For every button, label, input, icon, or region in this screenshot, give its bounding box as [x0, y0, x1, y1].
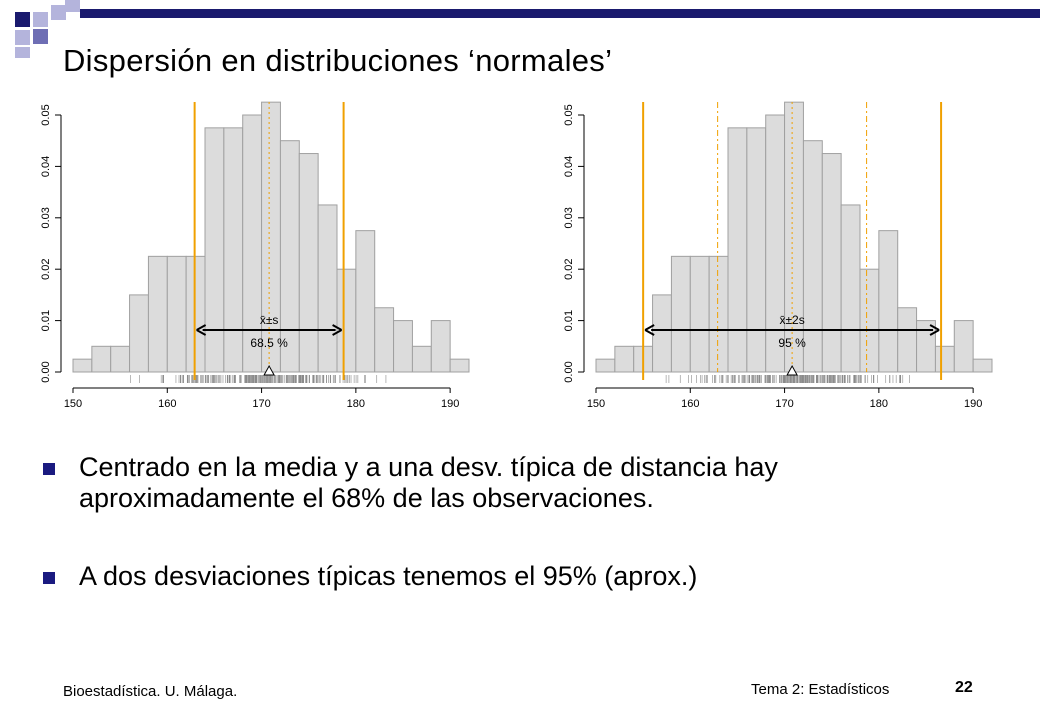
logo-square-dark	[15, 12, 30, 27]
x-tick-label: 170	[775, 398, 793, 410]
x-tick-label: 150	[64, 398, 82, 410]
logo-square-light	[15, 30, 30, 45]
histogram-bar	[784, 101, 804, 373]
logo-square-mid	[33, 29, 48, 44]
histogram-bar	[355, 230, 376, 373]
histogram-bar	[242, 114, 263, 373]
mean-triangle-icon	[263, 364, 275, 376]
histogram-bar	[223, 127, 244, 373]
histogram-bar	[261, 101, 281, 373]
histogram-bar	[859, 268, 880, 373]
y-tick-label: 0.04	[563, 156, 575, 177]
y-tick-label: 0.02	[563, 258, 575, 279]
bullet-list: Centrado en la media y a una desv. típic…	[40, 452, 1000, 592]
histogram-bar	[147, 255, 168, 373]
logo-square-light	[15, 47, 30, 58]
x-tick-label: 160	[681, 398, 699, 410]
histogram-bar	[411, 345, 432, 373]
footer-topic: Tema 2: Estadísticos	[751, 681, 890, 698]
histogram-bar	[652, 294, 672, 373]
histogram-bar	[727, 127, 748, 373]
x-tick-label: 170	[252, 398, 270, 410]
bullet-item: Centrado en la media y a una desv. típic…	[40, 452, 1000, 514]
range-percentage: 95 %	[778, 336, 806, 350]
arrow-head-right-icon	[332, 324, 343, 336]
histogram-bar	[91, 345, 112, 373]
histogram-bar	[129, 294, 149, 373]
histogram-bar	[449, 358, 470, 373]
histogram-bar	[110, 345, 131, 373]
histogram-bar	[953, 320, 974, 373]
histogram-bar	[72, 358, 93, 373]
histogram-bar	[972, 358, 993, 373]
histogram-bar	[204, 127, 225, 373]
square-bullet-icon	[43, 463, 55, 475]
bullet-text: Centrado en la media y a una desv. típic…	[79, 452, 778, 513]
range-label: x̄±2s	[779, 313, 804, 327]
histogram-bar	[298, 153, 319, 373]
histogram-bar	[689, 255, 710, 373]
footer-institution: Bioestadística. U. Málaga.	[63, 683, 238, 700]
x-tick-label: 150	[587, 398, 605, 410]
y-tick-label: 0.04	[40, 156, 52, 177]
histogram-bar	[430, 320, 451, 373]
x-tick-label: 190	[441, 398, 459, 410]
histogram-bar	[765, 114, 786, 373]
x-tick-label: 160	[158, 398, 176, 410]
histogram-bar	[670, 255, 691, 373]
y-tick-label: 0.00	[40, 361, 52, 382]
y-tick-label: 0.03	[40, 207, 52, 228]
header-gradient-bar	[80, 9, 1040, 18]
histogram-bar	[802, 140, 823, 373]
x-tick-label: 180	[870, 398, 888, 410]
y-tick-label: 0.02	[40, 258, 52, 279]
arrow-head-left-icon	[196, 324, 207, 336]
histogram-bar	[746, 127, 767, 373]
x-tick-label: 180	[347, 398, 365, 410]
histogram-bar	[614, 345, 635, 373]
bullet-item: A dos desviaciones típicas tenemos el 95…	[40, 561, 1000, 592]
histogram-bar	[840, 204, 861, 373]
histogram-bar	[916, 320, 936, 373]
range-percentage: 68.5 %	[250, 336, 288, 350]
y-tick-label: 0.05	[40, 104, 52, 125]
histogram-bar	[821, 153, 842, 373]
histogram-bar	[595, 358, 616, 373]
logo-square-light	[51, 5, 66, 20]
histogram-one-sd: 0.00 0.01 0.02 0.03 0.04 0.05 150 160 170 180 190 x…	[20, 100, 480, 415]
histogram-svg: 0.00 0.01 0.02 0.03 0.04 0.05 150 160 170 180 190 x…	[563, 101, 993, 410]
y-tick-label: 0.00	[563, 361, 575, 382]
bullet-text: A dos desviaciones típicas tenemos el 95…	[79, 561, 698, 591]
histogram-bar	[897, 307, 918, 373]
logo-square-light	[65, 0, 80, 12]
y-tick-label: 0.05	[563, 104, 575, 125]
histogram-bar	[878, 230, 899, 373]
page-title: Dispersión en distribuciones ‘normales’	[63, 43, 613, 78]
histogram-two-sd: 0.00 0.01 0.02 0.03 0.04 0.05 150 160 170 180 190 x…	[543, 100, 1003, 415]
x-tick-label: 190	[964, 398, 982, 410]
arrow-head-left-icon	[644, 324, 655, 336]
histogram-bar	[166, 255, 187, 373]
logo-square-light	[33, 12, 48, 27]
slide-logo	[15, 0, 1040, 58]
page-number: 22	[955, 679, 973, 696]
arrow-head-right-icon	[929, 324, 940, 336]
histogram-bar	[317, 204, 338, 373]
histogram-bar	[393, 320, 413, 373]
histogram-bar	[708, 255, 729, 373]
y-tick-label: 0.03	[563, 207, 575, 228]
histogram-bar	[336, 268, 357, 373]
histogram-svg: 0.00 0.01 0.02 0.03 0.04 0.05 150 160 170 180 190 x…	[40, 101, 470, 410]
square-bullet-icon	[43, 572, 55, 584]
histogram-bar	[374, 307, 395, 373]
y-tick-label: 0.01	[563, 310, 575, 331]
range-label: x̄±s	[260, 313, 279, 327]
histogram-bar	[934, 345, 955, 373]
mean-triangle-icon	[786, 364, 798, 376]
y-tick-label: 0.01	[40, 310, 52, 331]
